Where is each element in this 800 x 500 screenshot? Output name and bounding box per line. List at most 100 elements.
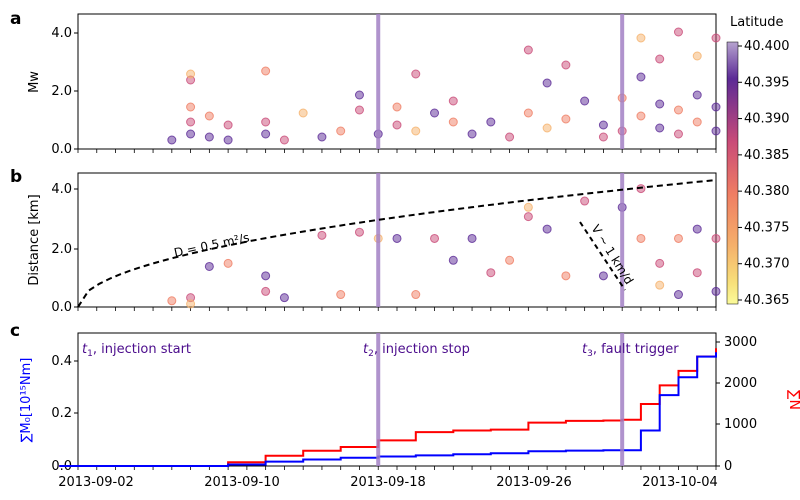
mw-point xyxy=(261,66,271,76)
mw-point xyxy=(411,69,421,79)
distance-point xyxy=(486,268,496,278)
mw-point xyxy=(505,132,515,142)
event-label-t2: t2, injection stop xyxy=(363,342,470,359)
b-ytick-0: 0.0 xyxy=(51,300,72,315)
panel-letter-c: c xyxy=(10,321,20,341)
mw-point xyxy=(186,102,196,112)
distance-point xyxy=(655,258,665,268)
mw-point xyxy=(692,51,702,61)
distance-point xyxy=(167,296,177,306)
distance-point xyxy=(336,290,346,300)
mw-point xyxy=(186,69,196,79)
mw-point xyxy=(561,60,571,70)
colorbar-tick-label: 40.390 xyxy=(744,112,790,127)
mw-point xyxy=(448,96,458,106)
mw-point xyxy=(636,111,646,121)
distance-point xyxy=(523,202,533,212)
colorbar-tick-label: 40.395 xyxy=(744,75,790,90)
mw-point xyxy=(467,129,477,139)
panel-letter-b: b xyxy=(10,167,22,187)
mw-point xyxy=(692,90,702,100)
event-label-t3: t3, fault trigger xyxy=(582,342,679,359)
distance-point xyxy=(523,212,533,222)
mw-point xyxy=(711,102,721,112)
colorbar-tick-label: 40.385 xyxy=(744,148,790,163)
distance-point xyxy=(392,233,402,243)
mw-point xyxy=(655,99,665,109)
panel-b-points xyxy=(167,184,721,309)
distance-point xyxy=(542,224,552,234)
distance-point xyxy=(580,196,590,206)
mw-point xyxy=(223,135,233,145)
mw-point xyxy=(561,114,571,124)
mw-point xyxy=(673,129,683,139)
mw-point xyxy=(542,78,552,88)
distance-point xyxy=(467,233,477,243)
distance-point xyxy=(448,255,458,265)
mw-point xyxy=(392,102,402,112)
c-ytick-right-2000: 2000 xyxy=(724,376,757,391)
mw-point xyxy=(204,111,214,121)
c-ytick-right-1000: 1000 xyxy=(724,417,757,432)
mw-point xyxy=(354,90,364,100)
xtick-0910: 2013-09-10 xyxy=(204,475,280,490)
diffusion-label: D = 0.5 m²/s xyxy=(173,230,251,260)
c-ytick-left-02: 0.2 xyxy=(51,406,72,421)
distance-point xyxy=(561,271,571,281)
c-ytick-left-04: 0.4 xyxy=(51,354,72,369)
mw-point xyxy=(523,45,533,55)
mw-point xyxy=(261,129,271,139)
b-ytick-4: 4.0 xyxy=(51,182,72,197)
panel-a-ylabel: Mw xyxy=(27,71,42,93)
xtick-0918: 2013-09-18 xyxy=(350,475,426,490)
mw-point xyxy=(598,132,608,142)
distance-point xyxy=(692,268,702,278)
xtick-0902: 2013-09-02 xyxy=(58,475,134,490)
xtick-0926: 2013-09-26 xyxy=(496,475,572,490)
distance-point xyxy=(711,286,721,296)
b-ytick-2: 2.0 xyxy=(51,242,72,257)
colorbar-tick-label: 40.375 xyxy=(744,220,790,235)
mw-point xyxy=(204,132,214,142)
a-ytick-4: 4.0 xyxy=(51,26,72,41)
colorbar-ticks: 40.400 40.395 40.390 40.385 40.380 40.375 40.3… xyxy=(738,39,790,308)
distance-point xyxy=(261,286,271,296)
mw-point xyxy=(411,126,421,136)
mw-point xyxy=(655,123,665,133)
mw-point xyxy=(692,117,702,127)
mw-point xyxy=(261,117,271,127)
velocity-label: V ~ 1 km/d xyxy=(588,222,636,287)
moment-line xyxy=(59,352,717,467)
distance-point xyxy=(711,233,721,243)
colorbar-tick-label: 40.380 xyxy=(744,184,790,199)
distance-point xyxy=(505,255,515,265)
distance-point xyxy=(354,227,364,237)
panel-c-ylabel-right: ∑N xyxy=(786,390,800,410)
colorbar-tick-label: 40.370 xyxy=(744,257,790,272)
distance-point xyxy=(692,224,702,234)
distance-point xyxy=(279,293,289,303)
mw-point xyxy=(523,108,533,118)
distance-point xyxy=(317,230,327,240)
mw-point xyxy=(354,105,364,115)
mw-point xyxy=(673,27,683,37)
mw-point xyxy=(636,72,646,82)
panel-letter-a: a xyxy=(10,9,21,29)
mw-point xyxy=(636,33,646,43)
mw-point xyxy=(317,132,327,142)
distance-point xyxy=(430,233,440,243)
panel-a-points xyxy=(167,27,721,145)
mw-point xyxy=(673,105,683,115)
mw-point xyxy=(186,129,196,139)
mw-point xyxy=(711,33,721,43)
mw-point xyxy=(336,126,346,136)
mw-point xyxy=(167,135,177,145)
mw-point xyxy=(598,120,608,130)
distance-point xyxy=(411,290,421,300)
colorbar-tick-label: 40.365 xyxy=(744,293,790,308)
mw-point xyxy=(279,135,289,145)
panel-b-ylabel: Distance [km] xyxy=(27,194,42,285)
mw-point xyxy=(711,126,721,136)
count-line xyxy=(59,348,717,467)
